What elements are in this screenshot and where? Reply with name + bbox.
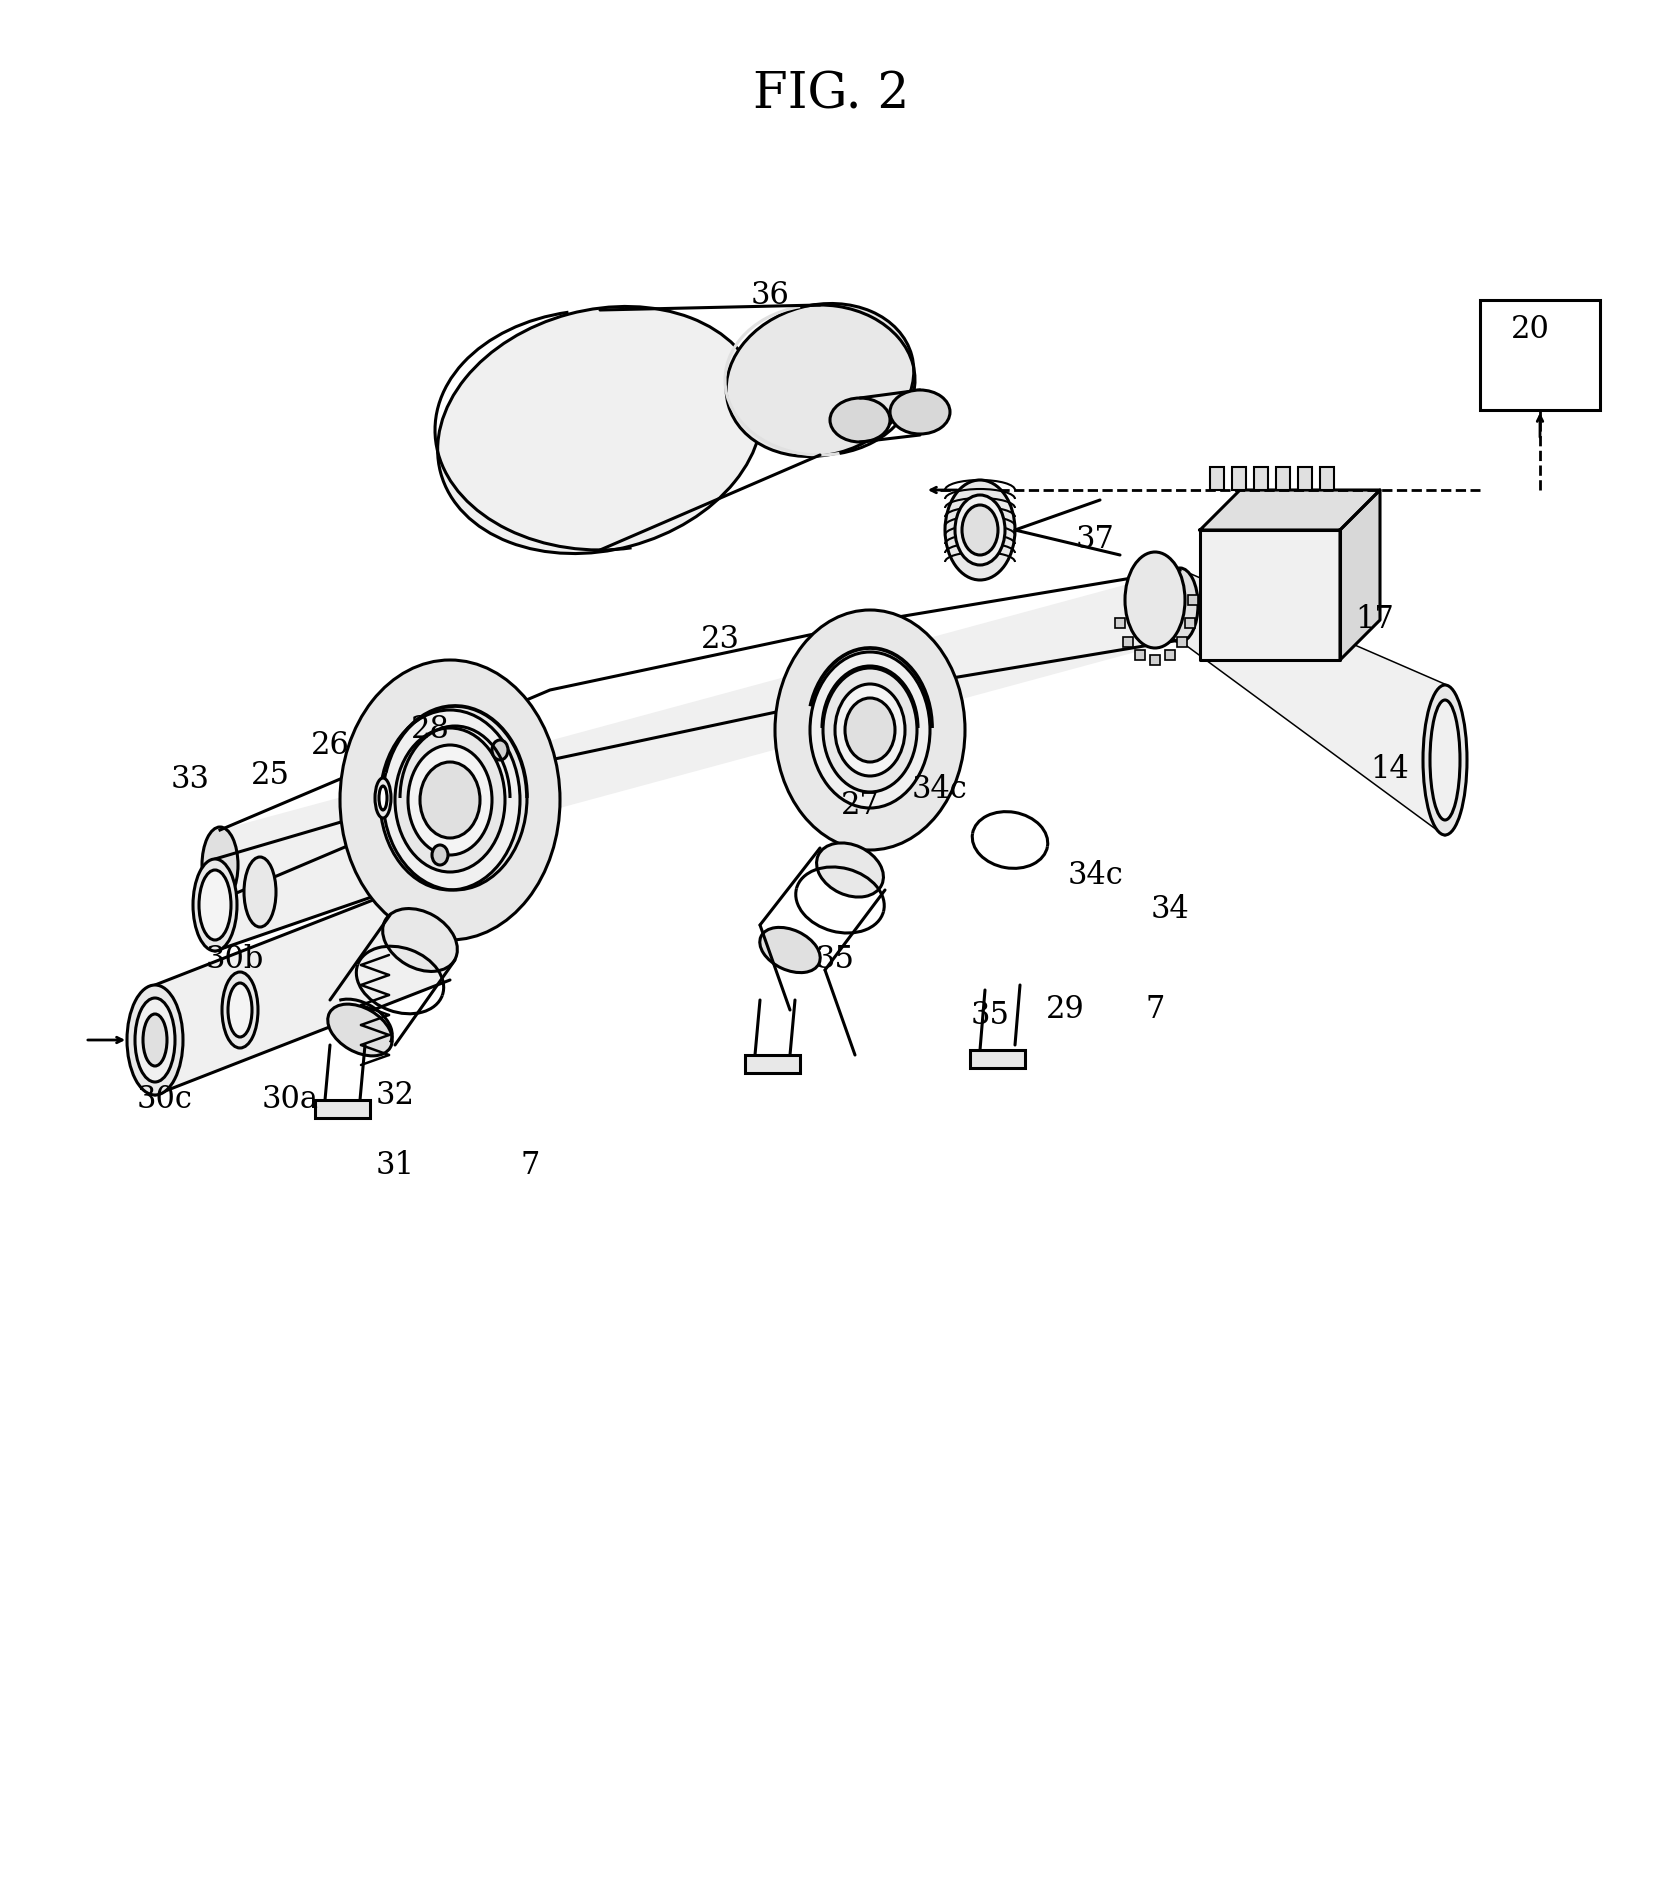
Bar: [1187, 596, 1197, 605]
Ellipse shape: [143, 1014, 166, 1067]
Text: 37: 37: [1076, 524, 1114, 556]
Ellipse shape: [421, 762, 481, 838]
Ellipse shape: [200, 870, 231, 940]
Ellipse shape: [382, 908, 457, 972]
Ellipse shape: [379, 787, 387, 809]
Ellipse shape: [407, 745, 492, 855]
Text: FIG. 2: FIG. 2: [753, 70, 910, 119]
Text: 30c: 30c: [136, 1085, 193, 1116]
Bar: [1114, 618, 1124, 628]
Text: 23: 23: [700, 624, 740, 656]
Bar: [745, 1055, 800, 1072]
Ellipse shape: [135, 998, 175, 1082]
Ellipse shape: [945, 480, 1014, 581]
Text: 32: 32: [376, 1080, 414, 1110]
Ellipse shape: [1162, 567, 1197, 643]
Bar: [1123, 637, 1133, 647]
Bar: [1211, 467, 1224, 490]
Bar: [970, 1050, 1024, 1068]
Text: 36: 36: [750, 280, 790, 310]
Text: 34c: 34c: [911, 775, 968, 806]
Ellipse shape: [492, 739, 507, 760]
Ellipse shape: [193, 859, 238, 951]
Ellipse shape: [396, 728, 506, 872]
Bar: [1299, 467, 1312, 490]
Text: 29: 29: [1046, 995, 1084, 1025]
Ellipse shape: [830, 397, 890, 442]
Ellipse shape: [1124, 552, 1186, 649]
Text: 17: 17: [1355, 605, 1395, 635]
Ellipse shape: [432, 845, 447, 864]
Text: 7: 7: [521, 1150, 540, 1180]
Text: 27: 27: [840, 790, 880, 821]
Bar: [1136, 651, 1146, 660]
Ellipse shape: [835, 685, 905, 775]
Polygon shape: [1201, 490, 1380, 529]
Ellipse shape: [890, 390, 950, 435]
Text: 28: 28: [411, 715, 449, 745]
Text: 31: 31: [376, 1150, 414, 1180]
Ellipse shape: [244, 857, 276, 927]
Polygon shape: [155, 870, 451, 1095]
Ellipse shape: [955, 495, 1004, 565]
Ellipse shape: [810, 652, 930, 807]
Bar: [1320, 467, 1334, 490]
Ellipse shape: [1424, 685, 1467, 836]
Ellipse shape: [437, 306, 762, 554]
Ellipse shape: [823, 668, 916, 792]
Text: 35: 35: [815, 944, 855, 976]
Bar: [1151, 654, 1161, 666]
Ellipse shape: [328, 1004, 392, 1055]
Bar: [1164, 651, 1174, 660]
Text: 35: 35: [971, 1000, 1009, 1031]
Text: 14: 14: [1370, 755, 1409, 785]
Bar: [1276, 467, 1290, 490]
Ellipse shape: [817, 843, 883, 896]
Polygon shape: [1181, 569, 1445, 836]
Ellipse shape: [381, 709, 521, 891]
Ellipse shape: [727, 303, 913, 456]
Text: 33: 33: [171, 764, 210, 796]
Bar: [1232, 467, 1246, 490]
Text: 30b: 30b: [206, 944, 264, 976]
Ellipse shape: [760, 927, 820, 972]
Ellipse shape: [845, 698, 895, 762]
Ellipse shape: [374, 777, 391, 819]
Polygon shape: [215, 790, 451, 951]
Ellipse shape: [221, 972, 258, 1048]
Ellipse shape: [1430, 700, 1460, 821]
Polygon shape: [220, 569, 1181, 900]
Text: 30a: 30a: [261, 1085, 319, 1116]
Text: 34c: 34c: [1068, 860, 1123, 891]
Ellipse shape: [228, 983, 253, 1036]
Bar: [1186, 618, 1196, 628]
Ellipse shape: [961, 505, 998, 554]
Text: 26: 26: [311, 730, 349, 760]
Ellipse shape: [126, 985, 183, 1095]
Bar: [1177, 637, 1187, 647]
Polygon shape: [1201, 529, 1340, 660]
Bar: [1254, 467, 1267, 490]
Text: 20: 20: [1510, 314, 1550, 346]
Bar: [1480, 301, 1600, 410]
Text: 34: 34: [1151, 894, 1189, 925]
Ellipse shape: [339, 660, 560, 940]
Text: 7: 7: [1146, 995, 1164, 1025]
Text: 25: 25: [251, 760, 289, 790]
Ellipse shape: [775, 611, 965, 849]
Bar: [314, 1101, 369, 1118]
Ellipse shape: [201, 826, 238, 904]
Polygon shape: [1340, 490, 1380, 660]
